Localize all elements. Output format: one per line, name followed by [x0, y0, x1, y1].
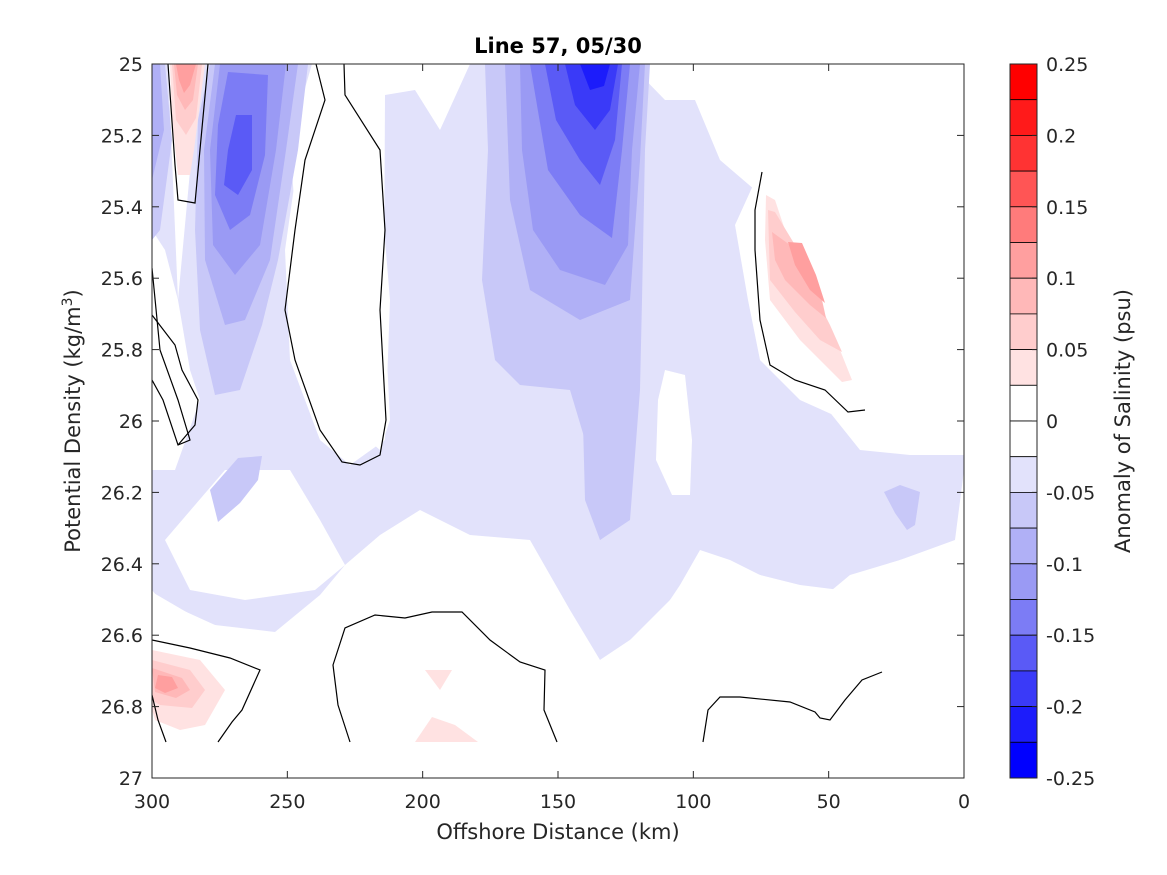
colorbar-level [1009, 277, 1038, 315]
x-axis-title: Offshore Distance (km) [436, 820, 679, 844]
y-tick-label: 26 [119, 411, 143, 433]
colorbar-level [1009, 384, 1038, 422]
y-tick-label: 26.4 [101, 554, 143, 576]
contour-hole-center [165, 470, 345, 600]
x-axis: 300 250 200 150 100 50 0 [134, 64, 970, 813]
contour-fill-blue-140-stem [582, 385, 630, 540]
colorbar-tick-label: -0.15 [1046, 625, 1095, 647]
colorbar-level [1009, 206, 1038, 243]
colorbar-tick-label: 0.2 [1046, 125, 1076, 147]
colorbar-tick-label: -0.2 [1046, 697, 1083, 719]
contour-fill-blue-patch-260 [210, 456, 262, 522]
y-tick-label: 25.4 [101, 197, 143, 219]
contour-fill-blue-270-l5 [224, 115, 252, 195]
contour-hole-right [656, 370, 692, 495]
contour-fill-blue-140-l7 [580, 64, 610, 90]
colorbar-tick-label: 0 [1046, 411, 1058, 433]
colorbar-tick-label: 0.05 [1046, 340, 1088, 362]
colorbar-level [1009, 242, 1038, 279]
colorbar-level [1009, 134, 1038, 172]
contour-fill-red-deep-195-b [415, 717, 478, 742]
contour-fill-red-60km-l4 [788, 242, 825, 303]
x-tick-label: 300 [134, 791, 170, 813]
y-tick-label: 26.8 [101, 697, 143, 719]
colorbar-title: Anomaly of Salinity (psu) [1111, 289, 1135, 553]
colorbar-level [1009, 99, 1038, 136]
zero-contour-9 [754, 171, 866, 413]
y-tick-label: 26.2 [101, 482, 143, 504]
y-axis-title-prefix: Potential Density (kg/m [61, 306, 85, 552]
y-axis: 25 25.2 25.4 25.6 25.8 26 26.2 26.4 26.6 26.8 27 [101, 54, 964, 790]
colorbar-ticks: 0.25 0.2 0.15 0.1 0.05 0 -0.05 -0.1 -0.15 -0.2 -0.… [1032, 54, 1095, 790]
chart-title: Line 57, 05/30 [474, 34, 642, 58]
colorbar-level [1009, 420, 1038, 458]
colorbar-tick-label: 0.1 [1046, 268, 1076, 290]
y-tick-label: 25.2 [101, 125, 143, 147]
colorbar-level [1009, 170, 1038, 208]
colorbar-tick-label: 0.15 [1046, 197, 1088, 219]
y-tick-label: 27 [119, 768, 143, 790]
y-tick-label: 26.6 [101, 625, 143, 647]
x-tick-label: 200 [405, 791, 441, 813]
zero-contour-5 [152, 639, 261, 743]
zero-contour-8 [702, 671, 883, 743]
colorbar-level [1009, 527, 1038, 565]
y-tick-label: 25.6 [101, 268, 143, 290]
x-tick-label: 0 [958, 791, 970, 813]
y-axis-title-suffix: ) [61, 289, 85, 297]
contour-hole-deep [152, 565, 560, 778]
y-tick-label: 25 [119, 54, 143, 76]
contour-fill-blue-patch-20 [884, 485, 920, 530]
colorbar-level [1009, 563, 1038, 600]
y-axis-title: Potential Density (kg/m3) [60, 289, 85, 553]
y-tick-label: 25.8 [101, 340, 143, 362]
colorbar-tick-label: -0.05 [1046, 482, 1095, 504]
zero-contour-1 [167, 64, 209, 204]
colorbar-level [1009, 706, 1038, 743]
zero-contour-6 [152, 694, 167, 743]
colorbar-level [1009, 313, 1038, 350]
zero-contour-3 [152, 314, 199, 446]
contour-fill-red-300km-l4 [176, 64, 196, 93]
colorbar-tick-label: -0.1 [1046, 554, 1083, 576]
x-tick-label: 100 [675, 791, 711, 813]
colorbar-level [1009, 491, 1038, 529]
contour-hole-deep-right [560, 540, 964, 778]
x-tick-label: 150 [540, 791, 576, 813]
zero-contour-2 [152, 267, 191, 446]
colorbar-levels [1009, 63, 1038, 779]
contour-fill-red-60km-l3 [772, 232, 826, 318]
colorbar: 0.25 0.2 0.15 0.1 0.05 0 -0.05 -0.1 -0.15 -0.2 -0.… [1009, 54, 1135, 790]
contour-plot-area [151, 63, 965, 779]
x-tick-label: 50 [817, 791, 841, 813]
contour-fill-red-deep-left-l4 [155, 675, 178, 693]
colorbar-level [1009, 634, 1038, 672]
contour-fill-red-deep-195-a [425, 670, 452, 690]
zero-contour-4 [284, 64, 387, 466]
colorbar-level [1009, 456, 1038, 493]
colorbar-level [1009, 741, 1038, 779]
colorbar-tick-label: -0.25 [1046, 768, 1095, 790]
x-tick-label: 250 [269, 791, 305, 813]
colorbar-level [1009, 349, 1038, 386]
zero-contour-lines [152, 64, 883, 743]
y-axis-title-superscript: 3 [60, 297, 76, 306]
contour-fill-blue-leftedge-2 [152, 64, 164, 180]
contour-hole-mid [285, 64, 390, 465]
zero-contour-7 [332, 611, 558, 743]
colorbar-tick-label: 0.25 [1046, 54, 1088, 76]
colorbar-level [1009, 670, 1038, 708]
colorbar-level [1009, 63, 1038, 101]
colorbar-level [1009, 599, 1038, 636]
